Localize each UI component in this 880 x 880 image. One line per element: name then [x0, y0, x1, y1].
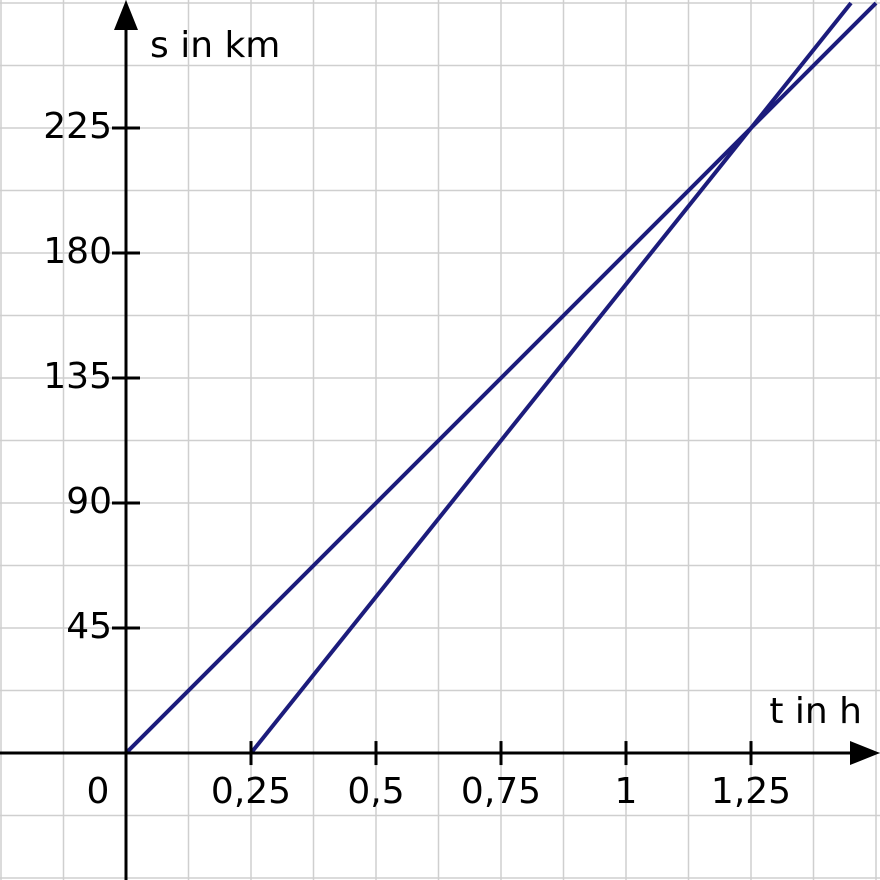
x-tick-label: 0,25	[211, 771, 291, 812]
plot-area	[124, 1, 878, 755]
y-tick-label: 135	[43, 356, 112, 397]
x-axis-arrow	[850, 741, 880, 766]
x-tick-label: 1	[615, 771, 638, 812]
x-axis-label: t in h	[769, 691, 862, 732]
y-axis-label: s in km	[150, 25, 280, 66]
x-tick-label: 0	[87, 771, 110, 812]
x-tick-label: 0,75	[461, 771, 541, 812]
y-tick-label: 45	[66, 606, 112, 647]
y-tick-label: 180	[43, 231, 112, 272]
y-tick-label: 225	[43, 106, 112, 147]
x-tick-label: 0,5	[347, 771, 404, 812]
y-axis-arrow	[114, 0, 138, 30]
line	[249, 1, 853, 755]
y-tick-label: 90	[66, 481, 112, 522]
x-tick-label: 1,25	[711, 771, 791, 812]
